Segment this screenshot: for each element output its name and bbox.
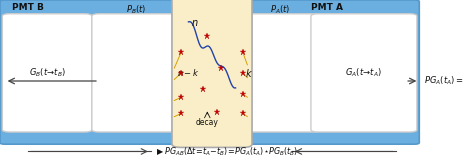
FancyBboxPatch shape [2, 14, 92, 132]
Text: $k$: $k$ [245, 67, 253, 79]
Text: decay: decay [196, 118, 219, 127]
FancyBboxPatch shape [92, 14, 182, 132]
Text: $\blacktriangleright PG_{AB}(\Delta t\!=\!t_{A}\!-\!t_{B})\!=\!PG_{A}(t_{A})\!\s: $\blacktriangleright PG_{AB}(\Delta t\!=… [155, 145, 298, 158]
FancyBboxPatch shape [311, 14, 417, 132]
Text: $n$: $n$ [191, 18, 198, 28]
Text: $n-k$: $n-k$ [177, 67, 200, 78]
FancyBboxPatch shape [240, 14, 320, 132]
FancyBboxPatch shape [0, 0, 419, 144]
Text: PMT B: PMT B [12, 3, 44, 12]
Text: PMT A: PMT A [311, 3, 343, 12]
Text: $P_{A}(t)$: $P_{A}(t)$ [270, 3, 291, 16]
Text: $G_{A}(t\!\to\!t_{A})$: $G_{A}(t\!\to\!t_{A})$ [346, 67, 383, 79]
Text: $PG_{A}(t_{A})=$: $PG_{A}(t_{A})=$ [424, 75, 464, 87]
Text: $G_{B}(t\!\to\!t_{B})$: $G_{B}(t\!\to\!t_{B})$ [28, 67, 65, 79]
Text: $P_{B}(t)$: $P_{B}(t)$ [127, 3, 147, 16]
FancyBboxPatch shape [172, 0, 252, 147]
